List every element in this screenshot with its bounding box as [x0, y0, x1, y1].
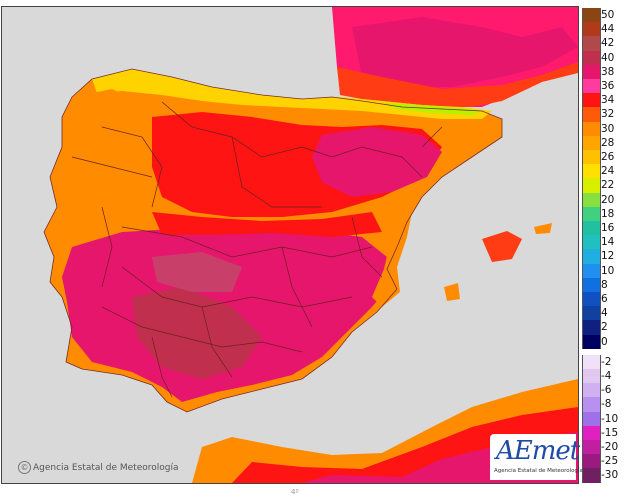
legend-swatch [582, 206, 601, 221]
guadiana-core [152, 252, 242, 292]
balearic-menorca [534, 223, 552, 234]
legend-label: 8 [601, 278, 608, 291]
legend-label: 16 [601, 222, 615, 234]
copyright-icon: © [18, 461, 31, 474]
legend-swatch [582, 383, 601, 398]
legend-swatch [582, 64, 601, 79]
balearic-mallorca [482, 231, 522, 262]
legend-swatch [582, 263, 601, 278]
legend-swatch [582, 164, 601, 179]
agency-credit-text: Agencia Estatal de Meteorología [33, 463, 179, 473]
galicia-warm [50, 89, 162, 217]
legend-swatch [582, 292, 601, 307]
iberia-coastline [43, 68, 503, 413]
legend-label: 2 [601, 321, 608, 334]
ebro-valley-hottest [312, 127, 442, 197]
legend-swatch [582, 369, 601, 384]
legend-label: 34 [601, 94, 615, 107]
temperature-legend: 50 44 42 40 38 36 34 32 30 28 26 24 22 20 18 16 14 12 10 8 6… [582, 8, 630, 486]
legend-label: 44 [601, 23, 615, 36]
france-hot-core [352, 17, 578, 87]
legend-swatch [582, 411, 601, 426]
legend-label: -25 [601, 455, 619, 468]
legend-swatch [582, 93, 601, 108]
legend-swatch [582, 235, 601, 250]
legend-swatch [582, 221, 601, 236]
legend-label: -4 [601, 370, 612, 382]
legend-swatch [582, 135, 601, 150]
legend-label: 12 [601, 250, 615, 263]
legend-swatch [582, 36, 601, 51]
east-coast-warm [372, 202, 414, 307]
central-hot-belt [152, 212, 382, 237]
guadalquivir-core [132, 287, 262, 379]
legend-label: 0 [601, 335, 608, 348]
legend-label: -30 [601, 469, 619, 482]
legend-label: -2 [601, 355, 612, 368]
legend-label: 38 [601, 65, 615, 78]
legend-swatch [582, 440, 601, 455]
legend-swatch [582, 249, 601, 264]
legend-label: 42 [601, 37, 615, 50]
legend-label: -6 [601, 384, 612, 397]
legend-label: 50 [601, 9, 615, 21]
legend-swatch [582, 425, 601, 440]
legend-label: 26 [601, 151, 615, 163]
legend-label: -15 [601, 426, 619, 439]
legend-swatch [582, 277, 601, 292]
aemet-logo: AEmet Agencia Estatal de Meteorología [490, 434, 583, 480]
legend-swatch [582, 454, 601, 469]
legend-swatch [582, 79, 601, 94]
legend-swatch [582, 334, 601, 349]
legend-swatch [582, 107, 601, 122]
legend-swatch [582, 397, 601, 412]
legend-swatch [582, 178, 601, 193]
legend-swatch [582, 22, 601, 37]
legend-label: 28 [601, 136, 615, 149]
legend-label: 20 [601, 193, 615, 206]
france-warm-band [337, 62, 578, 107]
legend-label: 14 [601, 236, 615, 249]
temperature-map [1, 6, 579, 484]
legend-label: 18 [601, 207, 615, 220]
province-boundaries [71, 101, 443, 398]
legend-label: 6 [601, 293, 608, 305]
aemet-wordmark: AEmet [496, 436, 580, 466]
legend-label: 30 [601, 122, 615, 135]
legend-swatch [582, 192, 601, 207]
legend-label: 22 [601, 179, 615, 192]
legend-swatch [582, 320, 601, 335]
aemet-logo-subtitle: Agencia Estatal de Meteorología [494, 468, 583, 474]
legend-swatch [582, 8, 601, 23]
legend-label: 40 [601, 51, 615, 64]
legend-label: -8 [601, 398, 612, 411]
legend-label: 36 [601, 80, 615, 92]
legend-swatch [582, 306, 601, 321]
legend-label: 32 [601, 108, 615, 121]
legend-swatch [582, 150, 601, 165]
legend-swatch [582, 50, 601, 65]
legend-label: 10 [601, 264, 615, 277]
balearic-ibiza [444, 283, 460, 301]
legend-label: 4 [601, 307, 608, 320]
legend-label: -10 [601, 412, 619, 425]
pyrenees-cool-band [382, 103, 482, 115]
legend-swatch [582, 121, 601, 136]
legend-label: -20 [601, 441, 619, 453]
map-canvas [2, 7, 578, 483]
legend-swatch [582, 468, 601, 483]
legend-label: 24 [601, 165, 615, 178]
bottom-mark: 4º [291, 488, 299, 496]
legend-swatch [582, 354, 601, 369]
